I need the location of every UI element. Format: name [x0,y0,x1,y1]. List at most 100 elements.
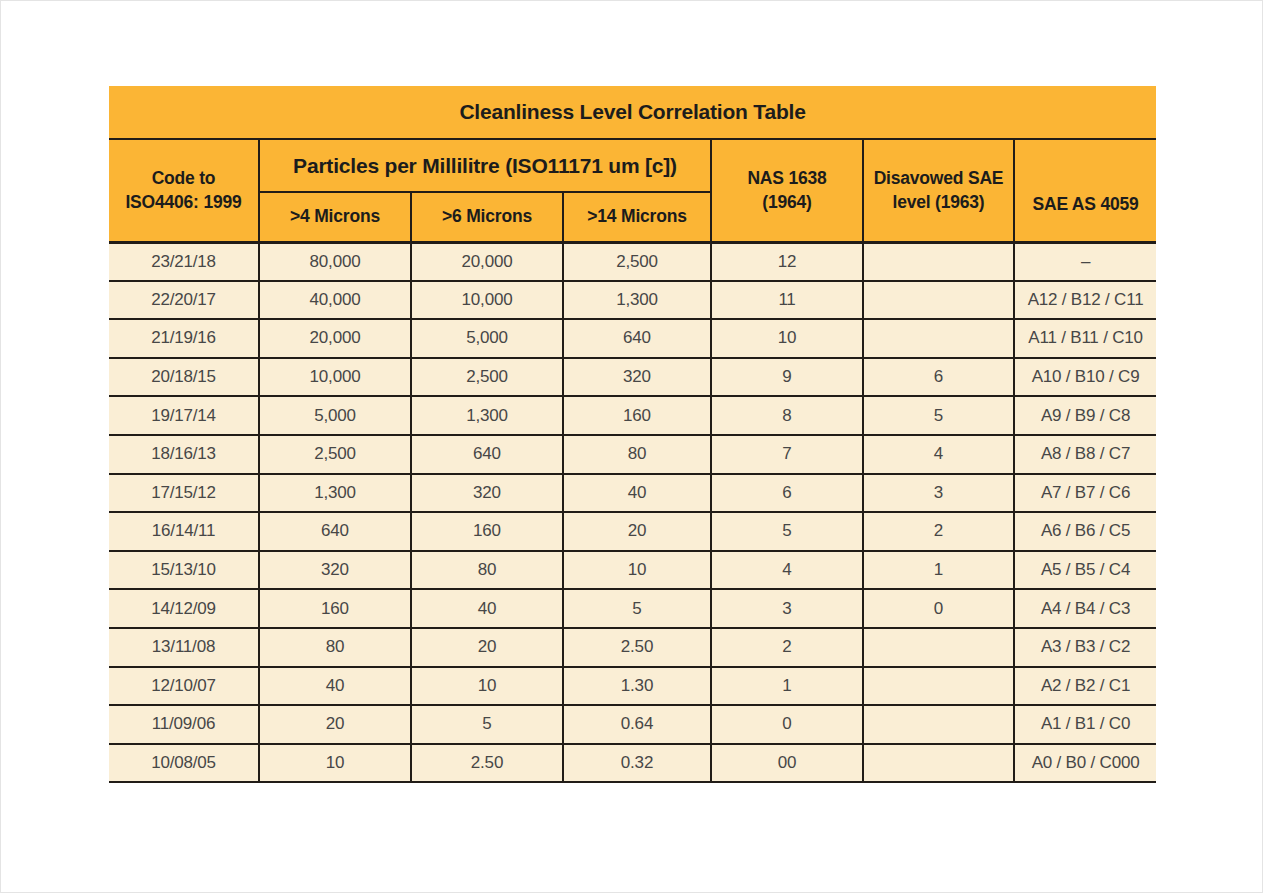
cell-m14: 40 [563,474,711,513]
cell-m14: 5 [563,589,711,628]
table-row: 23/21/1880,00020,0002,50012– [109,242,1156,281]
col-header-disavowed-sae: Disavowed SAE level (1963) [863,139,1014,242]
col-header-sae-as-4059-label: SAE AS 4059 [1015,164,1156,216]
table-body: 23/21/1880,00020,0002,50012–22/20/1740,0… [109,242,1156,782]
table-row: 16/14/116401602052A6 / B6 / C5 [109,512,1156,551]
col-header-14-microns: >14 Microns [563,192,711,242]
cell-m6: 80 [411,551,563,590]
col-header-disavowed-line2: level (1963) [864,190,1013,214]
cell-m4: 20 [259,705,411,744]
cell-m6: 20,000 [411,242,563,281]
cell-nas: 11 [711,281,863,320]
cell-sae: A2 / B2 / C1 [1014,667,1156,706]
cell-code: 16/14/11 [109,512,259,551]
col-header-nas-line2: (1964) [712,190,862,214]
col-header-disavowed-line1: Disavowed SAE [864,166,1013,190]
cell-nas: 9 [711,358,863,397]
cell-disavowed [863,705,1014,744]
cell-m4: 10 [259,744,411,783]
table-title: Cleanliness Level Correlation Table [109,86,1156,139]
cell-m4: 40,000 [259,281,411,320]
cell-m4: 80 [259,628,411,667]
cell-nas: 4 [711,551,863,590]
col-header-nas-line1: NAS 1638 [712,166,862,190]
cell-sae: A8 / B8 / C7 [1014,435,1156,474]
table-row: 12/10/0740101.301 A2 / B2 / C1 [109,667,1156,706]
cell-disavowed [863,319,1014,358]
cell-disavowed: 3 [863,474,1014,513]
col-header-6-microns: >6 Microns [411,192,563,242]
cell-code: 23/21/18 [109,242,259,281]
cell-disavowed: 6 [863,358,1014,397]
cell-disavowed [863,744,1014,783]
cell-code: 11/09/06 [109,705,259,744]
col-header-iso4406-line2: ISO4406: 1999 [109,190,258,214]
cell-disavowed: 2 [863,512,1014,551]
cell-nas: 1 [711,667,863,706]
cell-m4: 10,000 [259,358,411,397]
cell-code: 12/10/07 [109,667,259,706]
cell-disavowed: 4 [863,435,1014,474]
table-row: 21/19/1620,0005,00064010A11 / B11 / C10 [109,319,1156,358]
page: Cleanliness Level Correlation Table Code… [0,0,1263,893]
cell-sae: A10 / B10 / C9 [1014,358,1156,397]
cell-nas: 3 [711,589,863,628]
col-group-particles-per-millilitre: Particles per Millilitre (ISO11171 um [c… [259,139,711,192]
cell-m4: 40 [259,667,411,706]
cell-disavowed [863,667,1014,706]
title-row: Cleanliness Level Correlation Table [109,86,1156,139]
cell-nas: 10 [711,319,863,358]
cell-m6: 40 [411,589,563,628]
cell-sae: A1 / B1 / C0 [1014,705,1156,744]
cell-m14: 320 [563,358,711,397]
cell-m6: 2.50 [411,744,563,783]
cell-sae: A4 / B4 / C3 [1014,589,1156,628]
cell-disavowed [863,281,1014,320]
cell-m6: 160 [411,512,563,551]
cell-nas: 00 [711,744,863,783]
col-header-4-microns: >4 Microns [259,192,411,242]
cell-m6: 10 [411,667,563,706]
cell-sae: A7 / B7 / C6 [1014,474,1156,513]
cell-m4: 160 [259,589,411,628]
cell-m14: 20 [563,512,711,551]
table-row: 22/20/1740,00010,0001,30011A12 / B12 / C… [109,281,1156,320]
cell-nas: 0 [711,705,863,744]
cell-m6: 5 [411,705,563,744]
cell-m6: 1,300 [411,396,563,435]
cell-code: 22/20/17 [109,281,259,320]
cell-m6: 10,000 [411,281,563,320]
table-row: 11/09/062050.640 A1 / B1 / C0 [109,705,1156,744]
table-row: 10/08/05102.500.3200 A0 / B0 / C000 [109,744,1156,783]
cell-m4: 80,000 [259,242,411,281]
cell-sae: A0 / B0 / C000 [1014,744,1156,783]
table-row: 18/16/132,5006408074A8 / B8 / C7 [109,435,1156,474]
cell-code: 14/12/09 [109,589,259,628]
cell-m14: 0.64 [563,705,711,744]
cell-m14: 1.30 [563,667,711,706]
cell-nas: 12 [711,242,863,281]
col-header-iso4406-code: Code to ISO4406: 1999 [109,139,259,242]
cell-code: 10/08/05 [109,744,259,783]
table-row: 20/18/1510,0002,50032096A10 / B10 / C9 [109,358,1156,397]
cell-m4: 2,500 [259,435,411,474]
cell-nas: 2 [711,628,863,667]
table-row: 19/17/145,0001,30016085A9 / B9 / C8 [109,396,1156,435]
cell-m6: 20 [411,628,563,667]
table-row: 14/12/0916040530A4 / B4 / C3 [109,589,1156,628]
cell-sae: A9 / B9 / C8 [1014,396,1156,435]
col-header-iso4406-line1: Code to [109,166,258,190]
cell-code: 20/18/15 [109,358,259,397]
cell-m14: 10 [563,551,711,590]
cell-code: 13/11/08 [109,628,259,667]
cell-nas: 7 [711,435,863,474]
cleanliness-correlation-table: Cleanliness Level Correlation Table Code… [109,86,1156,783]
cell-disavowed [863,628,1014,667]
cell-m14: 2,500 [563,242,711,281]
cell-m6: 2,500 [411,358,563,397]
cell-disavowed: 5 [863,396,1014,435]
cell-m14: 2.50 [563,628,711,667]
cell-m4: 1,300 [259,474,411,513]
cell-m6: 640 [411,435,563,474]
cell-m14: 0.32 [563,744,711,783]
